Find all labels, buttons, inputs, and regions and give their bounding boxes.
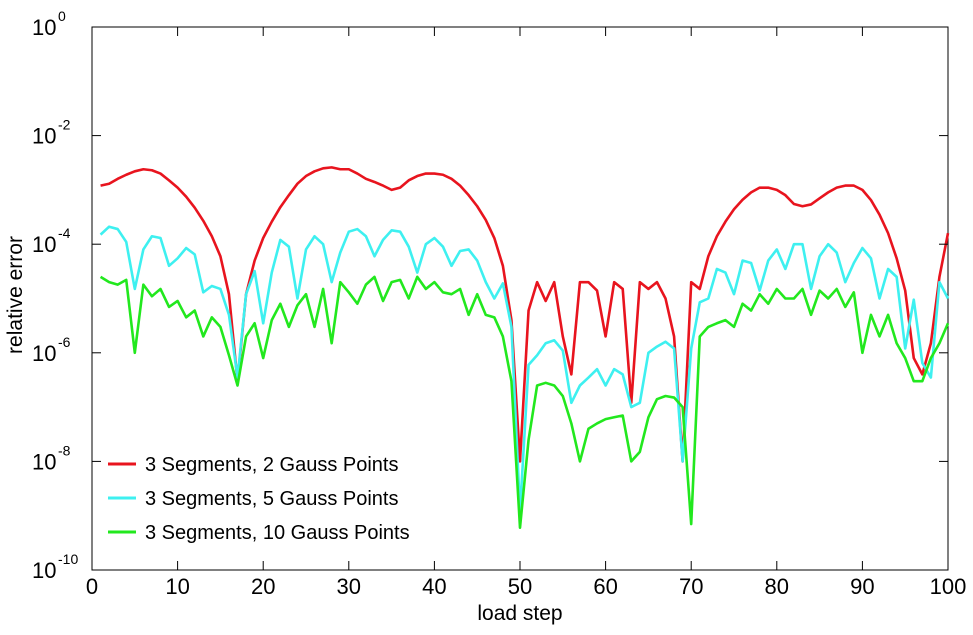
x-tick-label: 40 — [422, 574, 446, 599]
y-tick-label: 10 — [32, 341, 56, 366]
legend-label-3: 3 Segments, 10 Gauss Points — [145, 522, 410, 544]
y-tick-exponent: 0 — [58, 8, 66, 24]
x-tick-label: 90 — [850, 574, 874, 599]
x-tick-label: 10 — [165, 574, 189, 599]
legend: 3 Segments, 2 Gauss Points 3 Segments, 5 … — [108, 454, 410, 544]
legend-label-2: 3 Segments, 5 Gauss Points — [145, 488, 398, 510]
x-tick-label: 100 — [930, 574, 967, 599]
y-tick-exponent: -8 — [58, 442, 71, 458]
series-layer — [99, 166, 950, 530]
x-tick-label: 0 — [86, 574, 98, 599]
x-tick-label: 60 — [593, 574, 617, 599]
y-tick-label: 10 — [32, 15, 56, 40]
series-line-2 — [99, 225, 950, 513]
x-tick-label: 80 — [765, 574, 789, 599]
y-tick-label: 10 — [32, 558, 56, 583]
y-tick-label: 10 — [32, 124, 56, 149]
x-axis-label: load step — [477, 602, 562, 625]
y-axis-label: relative error — [4, 236, 27, 354]
y-tick-exponent: -10 — [58, 551, 78, 567]
series-line-3 — [99, 275, 950, 530]
x-tick-label: 30 — [337, 574, 361, 599]
y-tick-label: 10 — [32, 232, 56, 257]
y-tick-label: 10 — [32, 449, 56, 474]
x-tick-label: 70 — [679, 574, 703, 599]
y-tick-exponent: -6 — [58, 334, 71, 350]
y-tick-exponent: -2 — [58, 117, 71, 133]
legend-label-1: 3 Segments, 2 Gauss Points — [145, 454, 398, 476]
x-tick-label: 50 — [508, 574, 532, 599]
x-tick-label: 20 — [251, 574, 275, 599]
y-tick-exponent: -4 — [58, 225, 71, 241]
